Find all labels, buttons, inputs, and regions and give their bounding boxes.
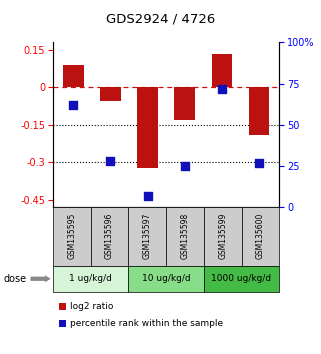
Point xyxy=(145,193,150,198)
Text: GSM135597: GSM135597 xyxy=(143,213,152,259)
Text: 10 ug/kg/d: 10 ug/kg/d xyxy=(142,274,190,283)
Bar xyxy=(212,54,232,87)
Bar xyxy=(175,87,195,120)
Point xyxy=(182,163,187,169)
Point xyxy=(108,158,113,164)
Text: GSM135599: GSM135599 xyxy=(218,213,227,259)
Bar xyxy=(100,87,121,101)
Text: GSM135598: GSM135598 xyxy=(180,213,189,259)
Text: GSM135600: GSM135600 xyxy=(256,213,265,259)
Point xyxy=(256,160,261,165)
Text: GSM135595: GSM135595 xyxy=(67,213,76,259)
Text: percentile rank within the sample: percentile rank within the sample xyxy=(70,319,223,328)
Bar xyxy=(137,87,158,169)
Bar xyxy=(63,65,83,87)
Text: dose: dose xyxy=(3,274,26,284)
Text: 1000 ug/kg/d: 1000 ug/kg/d xyxy=(212,274,272,283)
Point xyxy=(219,86,224,91)
Bar xyxy=(249,87,269,135)
Text: 1 ug/kg/d: 1 ug/kg/d xyxy=(69,274,112,283)
Text: GSM135596: GSM135596 xyxy=(105,213,114,259)
Text: log2 ratio: log2 ratio xyxy=(70,302,114,311)
Text: GDS2924 / 4726: GDS2924 / 4726 xyxy=(106,13,215,26)
Point xyxy=(71,102,76,108)
